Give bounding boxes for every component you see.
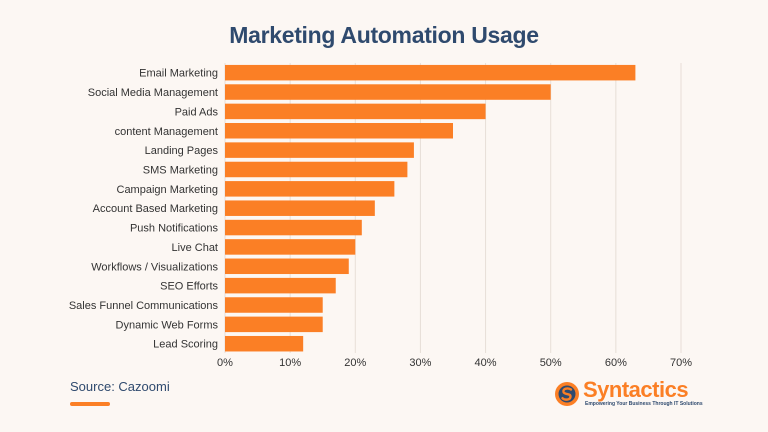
- bar: [225, 123, 453, 139]
- category-label: Landing Pages: [145, 145, 219, 157]
- category-label: Sales Funnel Communications: [69, 300, 219, 312]
- x-tick-label: 0%: [217, 357, 233, 369]
- category-label: Dynamic Web Forms: [116, 319, 219, 331]
- category-labels: Email Marketing Social Media Management Pa…: [69, 68, 219, 351]
- bar: [225, 297, 323, 313]
- source-underline: [70, 402, 110, 406]
- x-tick-label: 20%: [344, 357, 366, 369]
- bar: [225, 335, 304, 352]
- x-tick-label: 40%: [475, 357, 497, 369]
- x-tick-label: 10%: [279, 357, 301, 369]
- x-tick-label: 30%: [409, 357, 431, 369]
- category-label: Social Media Management: [88, 87, 218, 99]
- category-label: SMS Marketing: [143, 164, 218, 176]
- x-tick-label: 70%: [670, 357, 692, 369]
- bar: [225, 181, 395, 197]
- bar: [225, 258, 349, 275]
- bars: [225, 64, 636, 352]
- category-label: SEO Efforts: [160, 281, 218, 293]
- bar: [225, 161, 408, 178]
- category-label: Paid Ads: [175, 106, 219, 118]
- bar: [225, 200, 375, 216]
- x-axis-ticks: 0% 10% 20% 30% 40% 50% 60% 70%: [217, 357, 692, 369]
- category-label: Email Marketing: [139, 68, 218, 80]
- syntactics-logo: Syntactics Empowering Your Business Thro…: [554, 377, 714, 410]
- syntactics-s-logo-icon: [555, 382, 579, 406]
- bar: [225, 219, 362, 236]
- bar: [225, 316, 323, 333]
- logo-tagline: Empowering Your Business Through IT Solu…: [585, 401, 703, 407]
- chart-title: Marketing Automation Usage: [229, 22, 539, 48]
- bar: [225, 84, 551, 100]
- category-label: Campaign Marketing: [117, 184, 219, 196]
- category-label: Push Notifications: [130, 223, 219, 235]
- x-tick-label: 50%: [540, 357, 562, 369]
- category-label: Account Based Marketing: [93, 203, 218, 215]
- logo-wordmark: Syntactics: [583, 377, 689, 402]
- category-label: Workflows / Visualizations: [91, 261, 218, 273]
- bar: [225, 142, 414, 158]
- category-label: content Management: [115, 126, 218, 138]
- bar: [225, 64, 636, 81]
- bar: [225, 103, 486, 120]
- category-label: Lead Scoring: [153, 339, 218, 351]
- x-tick-label: 60%: [605, 357, 627, 369]
- source-label: Source: Cazoomi: [70, 379, 170, 394]
- bar: [225, 277, 336, 294]
- bar: [225, 239, 356, 255]
- category-label: Live Chat: [172, 242, 218, 254]
